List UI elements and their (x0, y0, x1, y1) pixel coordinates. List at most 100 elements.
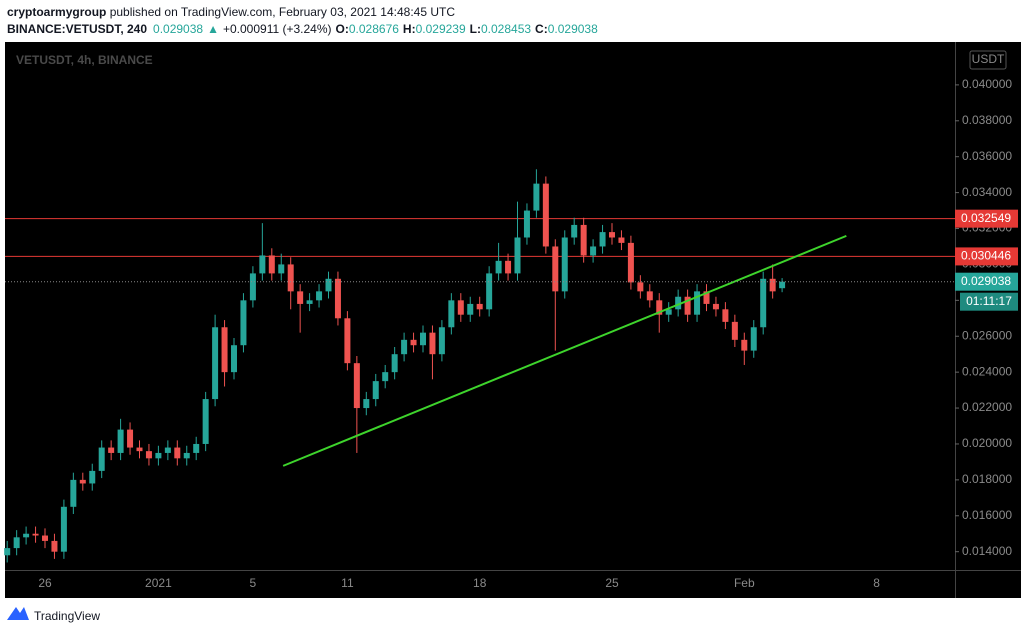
x-tick-label: Feb (734, 576, 755, 590)
candle-body (590, 246, 597, 256)
candle-body (391, 354, 398, 373)
candle-body (353, 363, 360, 409)
candle-body (13, 537, 20, 549)
candle-body (183, 452, 190, 459)
candle-body (731, 321, 738, 340)
last-price-label: 0.029038 (961, 274, 1011, 288)
candle-body (221, 327, 228, 373)
up-arrow: ▲ (207, 22, 219, 36)
candle-body (79, 479, 86, 484)
candle-body (627, 242, 634, 283)
candle-body (505, 260, 512, 274)
candle-body (98, 447, 105, 471)
candle-body (89, 470, 96, 484)
currency: USDT (972, 52, 1005, 66)
level-label-bg (955, 247, 1018, 266)
candle-body (136, 447, 143, 452)
candle-body (694, 291, 701, 315)
candle-body (637, 282, 644, 292)
y-tick-label: 0.018000 (962, 472, 1012, 486)
open-value: 0.028676 (349, 22, 399, 36)
candle-body (117, 429, 124, 453)
candle-body (656, 300, 663, 315)
candle-body (306, 300, 313, 304)
candle-body (769, 278, 776, 292)
y-tick-label: 0.022000 (962, 400, 1012, 414)
change: +0.000911 (+3.24%) (223, 22, 332, 36)
candle-body (325, 278, 332, 292)
candle-body (542, 183, 549, 247)
candle-body (410, 339, 417, 346)
level-label-bg (955, 209, 1018, 228)
candle-body (486, 273, 493, 310)
candle-body (684, 296, 691, 315)
candle-body (599, 232, 606, 247)
candle-body (155, 452, 162, 459)
plot: 0.014000 0.016000 0.018000 0.020000 0.022000… (4, 77, 1018, 590)
y-tick-label: 0.034000 (962, 185, 1012, 199)
candle-body (268, 255, 275, 274)
chart-background (5, 42, 1021, 598)
candle-body (164, 447, 171, 453)
candle-body (4, 548, 11, 556)
candle-body (60, 506, 67, 552)
x-tick-label: 11 (341, 576, 354, 590)
candle-body (334, 278, 341, 319)
x-tick-label: 8 (873, 576, 880, 590)
brand: TradingView (34, 609, 100, 623)
candle-body (438, 327, 445, 355)
y-tick-label: 0.024000 (962, 364, 1012, 378)
y-tick-label: 0.038000 (962, 113, 1012, 127)
candle-body (580, 224, 587, 256)
candle-body (249, 273, 256, 301)
currency-box (969, 50, 1007, 70)
candle-body (297, 291, 304, 304)
candle-body (51, 540, 58, 552)
candle-body (420, 332, 426, 346)
y-tick-label: 0.036000 (962, 149, 1012, 163)
low-value: 0.028453 (481, 22, 531, 36)
candle-body (259, 255, 266, 274)
candle-body (609, 232, 615, 238)
candle-body (382, 372, 389, 382)
low-label: L: (470, 22, 481, 36)
x-tick-label: 2021 (145, 576, 172, 590)
candle-body (448, 300, 455, 328)
candle-body (401, 339, 408, 355)
open-label: O: (336, 22, 349, 36)
x-tick-label: 25 (605, 576, 619, 590)
candle-body (741, 339, 748, 351)
candle-body (571, 224, 578, 238)
candle-body (240, 300, 247, 346)
candle-body (750, 327, 757, 351)
high-label: H: (403, 22, 416, 36)
candle-body (779, 281, 786, 289)
candle-body (212, 327, 219, 400)
y-tick-label: 0.020000 (962, 436, 1012, 450)
close-value: 0.029038 (548, 22, 598, 36)
candle-body (523, 210, 530, 238)
candle-body (363, 399, 370, 409)
candle-body (552, 246, 559, 292)
candle-body (32, 533, 39, 536)
high-value: 0.029239 (416, 22, 466, 36)
candle-body (231, 345, 237, 373)
watermark: VETUSDT, 4h, BINANCE (16, 53, 153, 67)
candle-body (278, 264, 285, 274)
candle-body (23, 533, 30, 538)
countdown: 01:11:17 (966, 294, 1012, 308)
author: cryptoarmygroup (7, 5, 106, 19)
close-label: C: (535, 22, 548, 36)
candle-body (457, 300, 464, 315)
symbol: BINANCE:VETUSDT, 240 (7, 22, 147, 36)
candle-body (70, 479, 77, 507)
candle-body (127, 429, 134, 448)
candle-body (202, 399, 209, 444)
candle-body (722, 309, 729, 322)
level-label: 0.030446 (961, 249, 1011, 263)
published: published on TradingView.com, February 0… (106, 5, 455, 19)
y-tick-label: 0.040000 (962, 77, 1012, 91)
logo-icon (7, 607, 29, 620)
